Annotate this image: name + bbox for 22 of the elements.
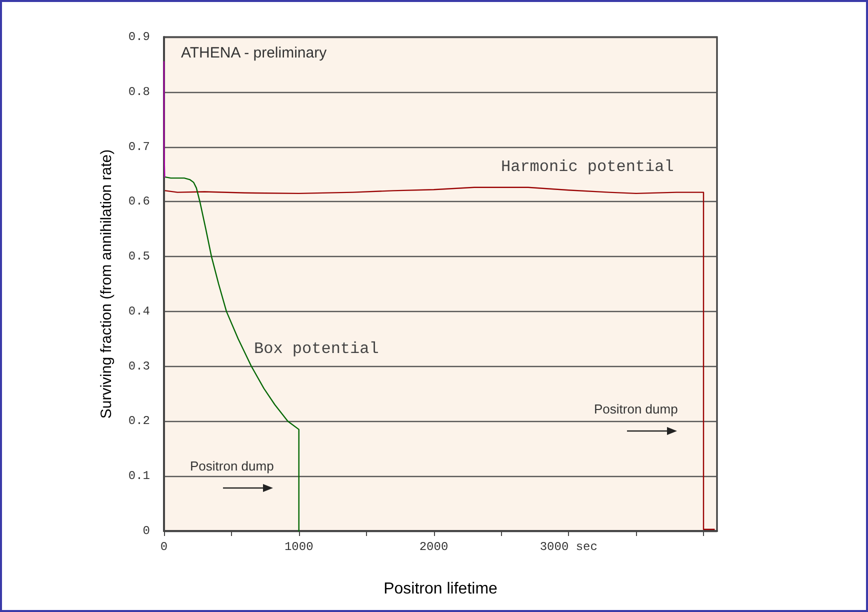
y-tick-label: 0.3 [128,359,150,374]
annotation: Box potential [254,340,379,358]
y-tick-label: 0.2 [128,414,150,428]
y-tick-label: 0 [142,524,150,538]
annotation: Harmonic potential [501,158,674,176]
y-tick-label: 0.5 [128,250,150,264]
x-tick-label: 2000 [419,540,448,554]
y-tick-label: 0.7 [128,140,150,154]
annotation: ATHENA - preliminary [181,44,328,62]
y-tick-label: 0.9 [128,30,150,44]
x-tick-label: 1000 [284,540,314,554]
y-tick-label: 0.6 [128,194,150,209]
y-tick-label: 0.4 [128,304,150,318]
annotation: Positron dump [594,402,678,416]
x-tick-label: 0 [160,540,168,554]
y-tick-label: 0.8 [128,84,150,99]
x-tick-label: 3000 sec [540,540,598,554]
y-tick-label: 0.1 [128,469,150,484]
x-axis-title: Positron lifetime [384,580,498,598]
annotation: Positron dump [190,458,274,474]
line-series [164,186,715,530]
y-axis-title: Surviving fraction (from annihilation rate) [98,149,115,419]
